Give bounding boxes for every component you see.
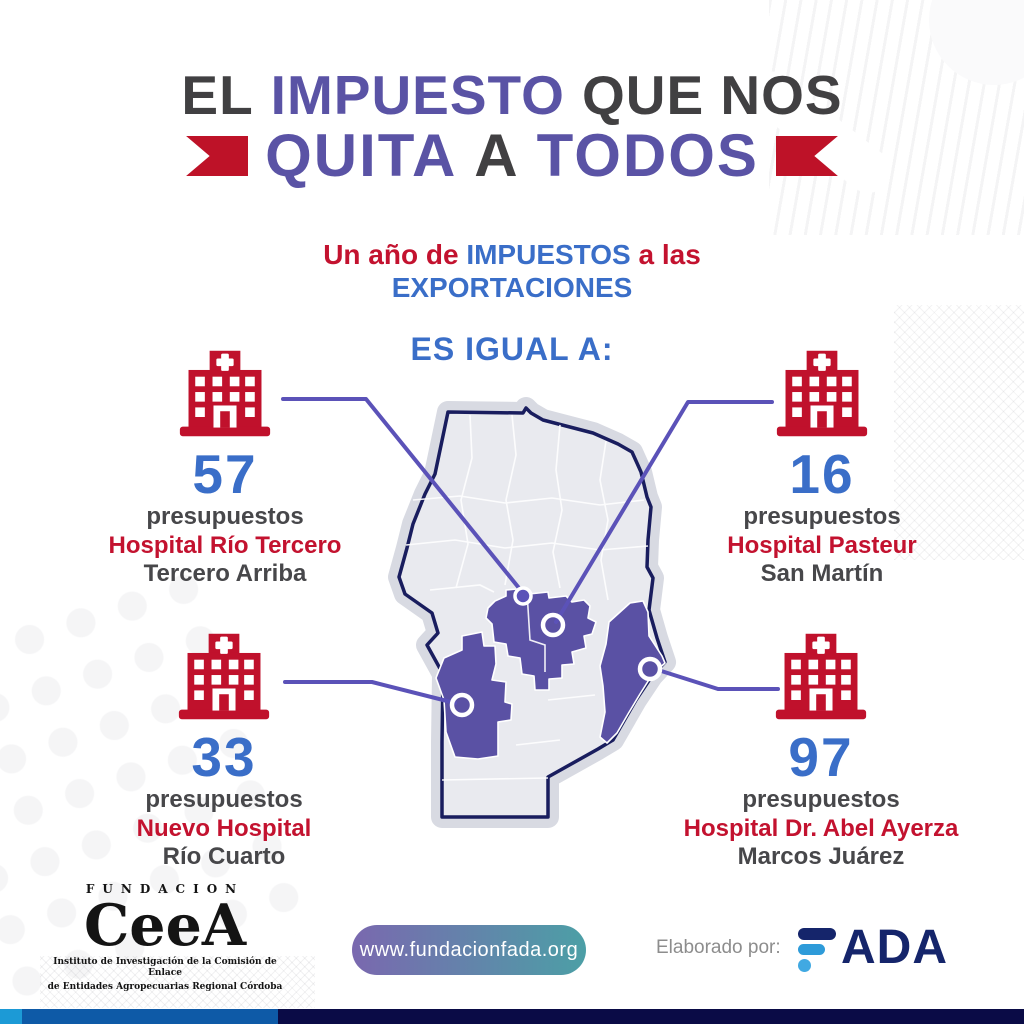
dept-tercero-arriba-san-martin bbox=[485, 587, 597, 691]
stat-nuevo-hospital: 33 presupuestos Nuevo Hospital Río Cuart… bbox=[74, 628, 374, 872]
bar-segment-lightblue bbox=[0, 1009, 22, 1024]
stat-unit: presupuestos bbox=[742, 786, 900, 813]
subtitle-exportaciones: EXPORTACIONES bbox=[391, 272, 633, 303]
bottom-color-bar bbox=[0, 1009, 1024, 1024]
stat-value: 57 bbox=[192, 443, 258, 505]
central-dept-divider bbox=[526, 591, 546, 672]
stat-abel-ayerza: 97 presupuestos Hospital Dr. Abel Ayerza… bbox=[671, 628, 971, 872]
ceea-logotype: CeeA bbox=[83, 892, 247, 959]
title-todos: TODOS bbox=[536, 122, 759, 189]
connector-lines bbox=[281, 397, 780, 705]
fada-logo: ADA bbox=[798, 922, 948, 974]
ceea-tagline-2: de Entidades Agropecuarias Regional Córd… bbox=[47, 982, 283, 992]
connector-abel-ayerza bbox=[653, 667, 780, 691]
title-impuesto: IMPUESTO bbox=[270, 64, 565, 126]
title-a: A bbox=[474, 122, 520, 189]
website-button[interactable]: www.fundacionfada.org bbox=[352, 925, 586, 975]
stat-department: Río Cuarto bbox=[162, 843, 286, 870]
ceea-logo: FUNDACION CeeA Instituto de Investigació… bbox=[45, 882, 285, 993]
subtitle-impuestos: IMPUESTOS bbox=[466, 239, 631, 270]
title-que-nos: QUE NOS bbox=[581, 64, 843, 126]
ribbon-left-icon bbox=[186, 136, 249, 176]
stat-unit: presupuestos bbox=[145, 786, 303, 813]
hospital-icon bbox=[773, 628, 869, 724]
page-title-line2: QUITA A TODOS bbox=[0, 126, 1024, 186]
marker-tercero-arriba bbox=[513, 586, 533, 606]
ribbon-right-icon bbox=[775, 136, 838, 176]
title-el: EL bbox=[181, 64, 254, 126]
stat-department: Marcos Juárez bbox=[737, 843, 905, 870]
bar-segment-blue bbox=[22, 1009, 278, 1024]
stat-unit: presupuestos bbox=[146, 503, 304, 530]
highlighted-departments bbox=[435, 587, 666, 760]
equals-line: ES IGUAL A: bbox=[410, 331, 614, 367]
hospital-icon bbox=[177, 345, 273, 441]
stat-value: 33 bbox=[191, 726, 257, 788]
marker-rio-cuarto bbox=[449, 692, 475, 718]
connector-pasteur bbox=[554, 400, 774, 624]
stat-hospital-name: Hospital Río Tercero bbox=[108, 531, 342, 559]
page-title-line1: EL IMPUESTO QUE NOS bbox=[0, 68, 1024, 123]
subtitle-a-las: a las bbox=[638, 239, 701, 270]
stat-department: San Martín bbox=[760, 560, 884, 587]
elaborado-label: Elaborado por: bbox=[656, 937, 781, 958]
subtitle-lead: Un año de bbox=[323, 239, 459, 270]
stat-value: 97 bbox=[788, 726, 854, 788]
hospital-icon bbox=[176, 628, 272, 724]
stat-rio-tercero: 57 presupuestos Hospital Río Tercero Ter… bbox=[75, 345, 375, 589]
fada-f-glyph-icon bbox=[798, 922, 836, 972]
stat-hospital-name: Hospital Dr. Abel Ayerza bbox=[683, 814, 959, 842]
map-shape bbox=[388, 397, 676, 828]
connector-rio-tercero bbox=[281, 397, 525, 595]
subtitle: Un año de IMPUESTOS a las EXPORTACIONES bbox=[0, 238, 1024, 304]
stat-department: Tercero Arriba bbox=[143, 560, 307, 587]
stat-unit: presupuestos bbox=[743, 503, 901, 530]
stat-hospital-name: Nuevo Hospital bbox=[136, 814, 312, 842]
stat-hospital-name: Hospital Pasteur bbox=[727, 531, 917, 559]
dept-marcos-juarez bbox=[599, 600, 666, 744]
map-markers bbox=[449, 586, 663, 718]
connector-nuevo-hospital bbox=[283, 680, 457, 705]
ceea-tagline-1: Instituto de Investigación de la Comisió… bbox=[53, 957, 277, 978]
stat-value: 16 bbox=[789, 443, 855, 505]
marker-san-martin bbox=[540, 612, 566, 638]
bar-segment-navy bbox=[278, 1009, 1024, 1024]
dept-rio-cuarto bbox=[435, 631, 513, 760]
marker-marcos-juarez bbox=[637, 656, 663, 682]
department-borders bbox=[405, 414, 649, 781]
ceea-fundacion-label: FUNDACION bbox=[85, 882, 245, 896]
title-quita: QUITA bbox=[265, 122, 458, 189]
fada-letters: ADA bbox=[841, 921, 948, 974]
stat-pasteur: 16 presupuestos Hospital Pasteur San Mar… bbox=[672, 345, 972, 589]
hospital-icon bbox=[774, 345, 870, 441]
